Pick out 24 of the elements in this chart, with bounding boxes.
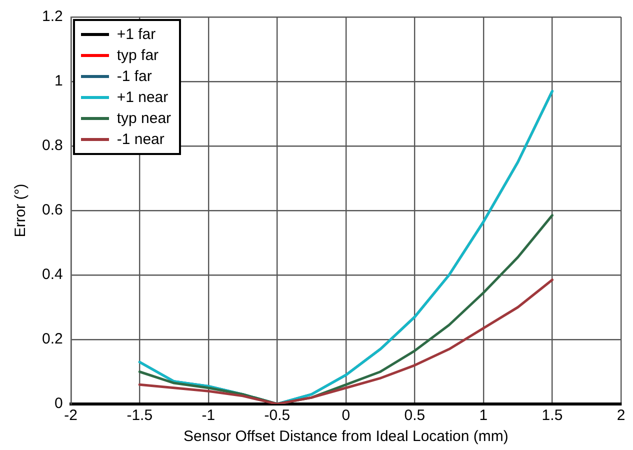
legend-label: +1 near (116, 88, 168, 108)
x-tick-label: 0.5 (404, 407, 426, 424)
y-tick-label: 1.2 (42, 8, 63, 26)
x-tick-label: -1 (202, 407, 216, 424)
x-tick-label: 1 (479, 407, 488, 424)
y-tick-label: 0.6 (42, 202, 63, 219)
y-tick-label: 0.2 (42, 330, 63, 348)
y-tick-label: 1 (54, 72, 63, 90)
legend-label: +1 far (116, 25, 156, 45)
y-tick-label: 0.4 (42, 266, 63, 284)
x-tick-label: -1.5 (126, 407, 153, 424)
legend-label: -1 near (116, 130, 164, 150)
x-tick-label: 2 (616, 407, 626, 424)
y-tick-label: 0.8 (42, 137, 63, 154)
legend-label: -1 far (116, 67, 152, 87)
x-tick-label: 1.5 (542, 407, 563, 424)
x-axis-title: Sensor Offset Distance from Ideal Location (mm) (183, 428, 508, 446)
x-tick-label: -0.5 (264, 407, 290, 424)
x-tick-label: -2 (64, 407, 78, 424)
x-tick-label: 0 (342, 407, 350, 424)
legend-label: typ near (116, 109, 172, 129)
y-axis-title: Error (°) (12, 184, 30, 238)
legend-label: typ far (116, 46, 159, 66)
y-tick-label: 0 (54, 395, 63, 412)
